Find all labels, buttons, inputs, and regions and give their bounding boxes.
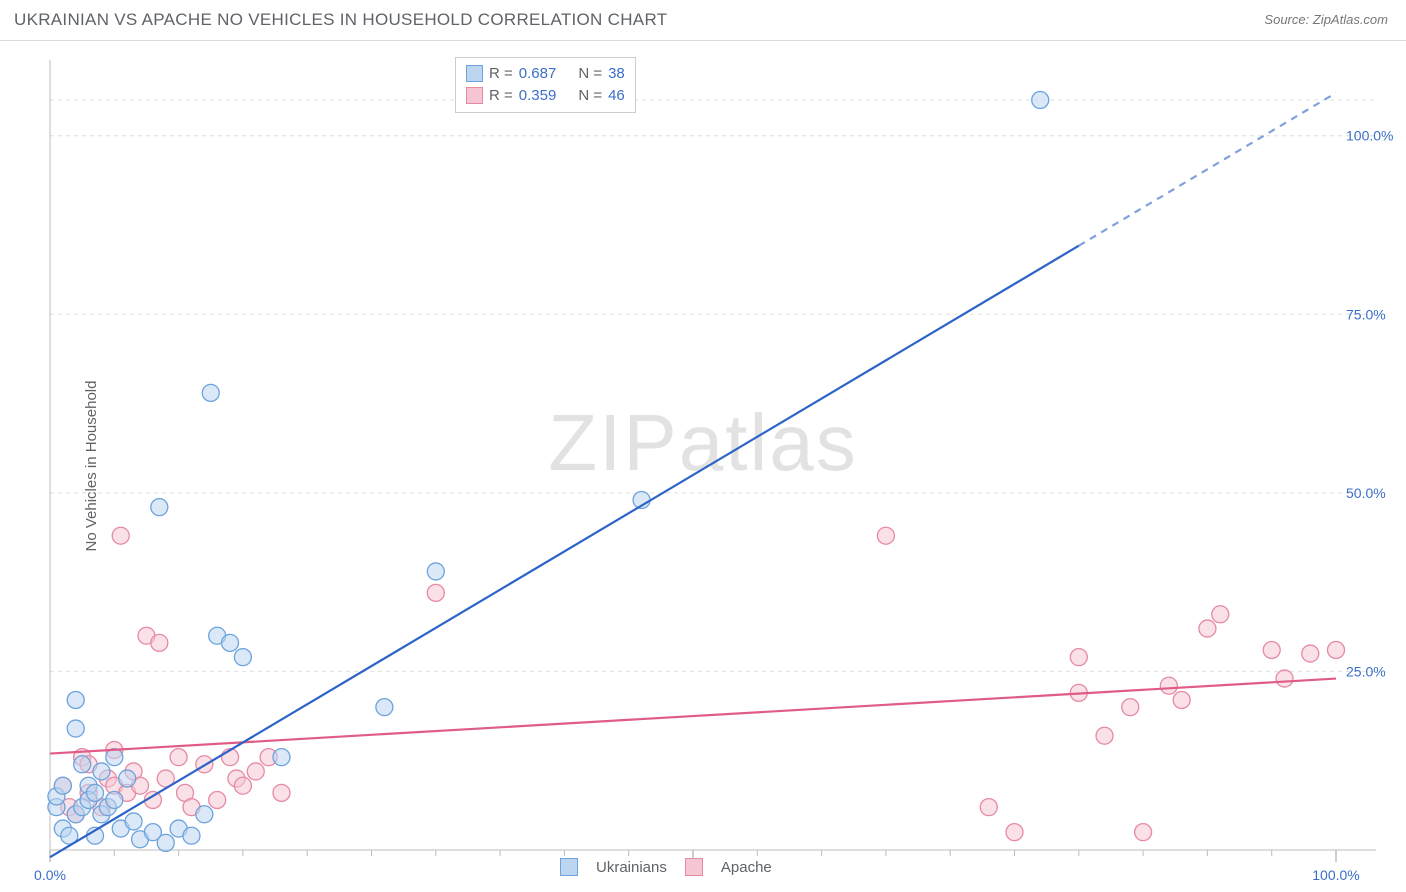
- stats-row-ukrainians: R = 0.687 N = 38: [466, 62, 625, 84]
- legend-label-apache: Apache: [721, 859, 772, 876]
- n-label: N =: [578, 65, 602, 82]
- swatch-apache: [685, 858, 703, 876]
- chart-area: No Vehicles in Household ZIPatlas 25.0% 5…: [0, 40, 1406, 892]
- scatter-plot-svg: ZIPatlas 25.0% 50.0% 75.0% 100.0% 0.0% 100.0…: [0, 40, 1406, 892]
- series-apache-points: [54, 527, 1344, 840]
- r-value-ukrainians: 0.687: [519, 65, 557, 82]
- swatch-apache: [466, 87, 483, 104]
- swatch-ukrainians: [466, 65, 483, 82]
- svg-text:50.0%: 50.0%: [1346, 485, 1386, 501]
- gridlines: [50, 100, 1376, 671]
- source-label: Source:: [1264, 12, 1309, 27]
- svg-text:25.0%: 25.0%: [1346, 663, 1386, 679]
- n-value-ukrainians: 38: [608, 65, 625, 82]
- chart-title: UKRAINIAN VS APACHE NO VEHICLES IN HOUSE…: [14, 10, 667, 30]
- series-legend: Ukrainians Apache: [560, 858, 772, 876]
- legend-label-ukrainians: Ukrainians: [596, 859, 667, 876]
- swatch-ukrainians: [560, 858, 578, 876]
- n-label: N =: [578, 87, 602, 104]
- r-value-apache: 0.359: [519, 87, 557, 104]
- stats-row-apache: R = 0.359 N = 46: [466, 84, 625, 106]
- svg-text:100.0%: 100.0%: [1312, 867, 1359, 883]
- svg-text:100.0%: 100.0%: [1346, 128, 1393, 144]
- source-credit: Source: ZipAtlas.com: [1264, 12, 1388, 27]
- n-value-apache: 46: [608, 87, 625, 104]
- regression-lines: [50, 93, 1336, 857]
- r-label: R =: [489, 65, 513, 82]
- source-name: ZipAtlas.com: [1313, 12, 1388, 27]
- svg-text:75.0%: 75.0%: [1346, 306, 1386, 322]
- chart-header: UKRAINIAN VS APACHE NO VEHICLES IN HOUSE…: [0, 0, 1406, 41]
- svg-text:0.0%: 0.0%: [34, 867, 66, 883]
- y-tick-labels: 25.0% 50.0% 75.0% 100.0%: [1346, 128, 1393, 680]
- y-axis-label: No Vehicles in Household: [83, 381, 100, 552]
- watermark: ZIPatlas: [548, 398, 857, 487]
- r-label: R =: [489, 87, 513, 104]
- stats-legend: R = 0.687 N = 38 R = 0.359 N = 46: [455, 57, 636, 113]
